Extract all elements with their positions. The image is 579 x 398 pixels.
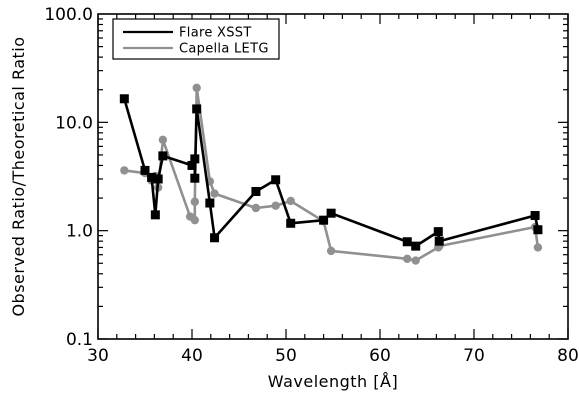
data-point	[190, 215, 200, 225]
legend-box	[112, 18, 280, 60]
legend-label: Capella LETG	[179, 42, 269, 57]
data-point	[530, 211, 540, 221]
y-axis-label: Observed Ratio/Theoretical Ratio	[9, 36, 28, 316]
y-tick-label: 10.0	[55, 113, 93, 133]
data-point	[319, 215, 329, 225]
y-tick-label: 0.1	[66, 330, 93, 350]
data-point	[140, 165, 150, 175]
x-tick-label: 30	[87, 346, 109, 366]
data-point	[187, 160, 197, 170]
data-point	[190, 173, 200, 183]
series-capella-letg	[120, 83, 543, 265]
data-point	[192, 83, 201, 93]
x-axis-label: Wavelength [Å]	[268, 372, 398, 391]
x-tick-label: 80	[557, 346, 579, 366]
data-point	[120, 166, 129, 175]
x-tick-label: 40	[181, 346, 203, 366]
data-point	[326, 246, 336, 256]
data-point	[411, 241, 421, 251]
series-flare-xsst	[119, 94, 543, 251]
x-tick-label: 60	[369, 346, 391, 366]
data-point	[210, 189, 219, 198]
data-point	[147, 172, 157, 182]
legend-label: Flare XSST	[179, 26, 252, 41]
axes	[97, 13, 569, 340]
data-point	[403, 254, 412, 263]
data-point	[533, 225, 543, 235]
data-point	[190, 154, 200, 164]
data-point	[190, 197, 200, 206]
data-point	[158, 151, 168, 161]
data-point	[286, 196, 295, 206]
data-point	[210, 233, 220, 243]
data-point	[119, 94, 129, 104]
data-point	[158, 135, 168, 144]
data-point	[434, 236, 444, 246]
data-point	[192, 104, 202, 114]
plot-frame	[97, 13, 569, 340]
data-point	[251, 186, 261, 196]
x-tick-label: 70	[463, 346, 485, 366]
data-point	[251, 203, 261, 213]
y-tick-label: 1.0	[66, 222, 93, 242]
data-point	[153, 174, 163, 184]
data-point	[150, 210, 160, 220]
y-tick-label: 100.0	[44, 5, 93, 25]
series-line	[124, 86, 540, 262]
data-point	[402, 237, 412, 247]
labels: 30 40 50 60 70 80 0.1 1.0 10.0 100.0 Wavelength [Å…	[9, 5, 579, 391]
data-point	[326, 208, 336, 218]
data-point	[271, 175, 281, 185]
series-line	[123, 98, 540, 248]
data-point	[271, 201, 280, 210]
x-tick-label: 50	[275, 346, 297, 366]
data-point	[411, 256, 420, 265]
data-point	[286, 218, 296, 228]
data-point	[433, 227, 443, 237]
series-layer	[119, 83, 543, 265]
data-point	[533, 243, 543, 252]
data-point	[205, 198, 215, 208]
